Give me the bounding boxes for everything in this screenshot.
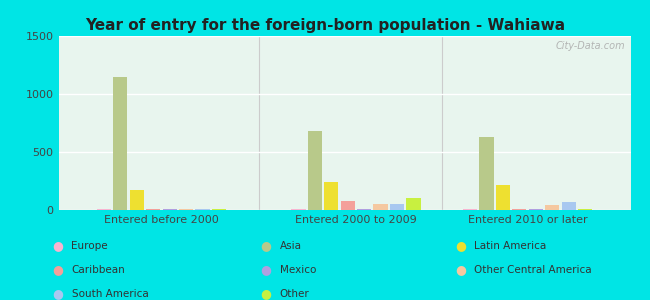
Text: Asia: Asia (280, 241, 302, 251)
Bar (562, 202, 576, 210)
Bar (129, 190, 144, 210)
Text: ●: ● (455, 239, 466, 253)
Text: Other: Other (280, 289, 309, 299)
Text: South America: South America (72, 289, 148, 299)
Bar (179, 209, 193, 210)
Bar (406, 198, 421, 210)
Text: ●: ● (455, 263, 466, 277)
Text: Europe: Europe (72, 241, 108, 251)
Bar (479, 137, 493, 210)
Bar (162, 209, 177, 210)
Text: ●: ● (260, 239, 271, 253)
Text: ●: ● (52, 263, 63, 277)
Bar (512, 209, 527, 210)
Text: ●: ● (260, 263, 271, 277)
Bar (324, 182, 339, 210)
Bar (97, 209, 111, 210)
Bar (341, 201, 355, 210)
Bar (528, 209, 543, 210)
Bar (146, 209, 161, 210)
Text: ●: ● (52, 287, 63, 300)
Bar (113, 76, 127, 210)
Bar (390, 204, 404, 210)
Bar (357, 209, 371, 210)
Bar (463, 209, 477, 210)
Text: ●: ● (52, 239, 63, 253)
Text: Mexico: Mexico (280, 265, 316, 275)
Text: ●: ● (260, 287, 271, 300)
Bar (496, 185, 510, 210)
Bar (307, 131, 322, 210)
Text: City-Data.com: City-Data.com (555, 41, 625, 51)
Text: Latin America: Latin America (474, 241, 547, 251)
Bar (374, 204, 388, 210)
Bar (212, 209, 226, 210)
Text: Year of entry for the foreign-born population - Wahiawa: Year of entry for the foreign-born popul… (85, 18, 565, 33)
Bar (545, 206, 560, 210)
Bar (578, 209, 592, 210)
Text: Caribbean: Caribbean (72, 265, 125, 275)
Text: Other Central America: Other Central America (474, 265, 592, 275)
Bar (291, 209, 305, 210)
Bar (196, 209, 210, 210)
